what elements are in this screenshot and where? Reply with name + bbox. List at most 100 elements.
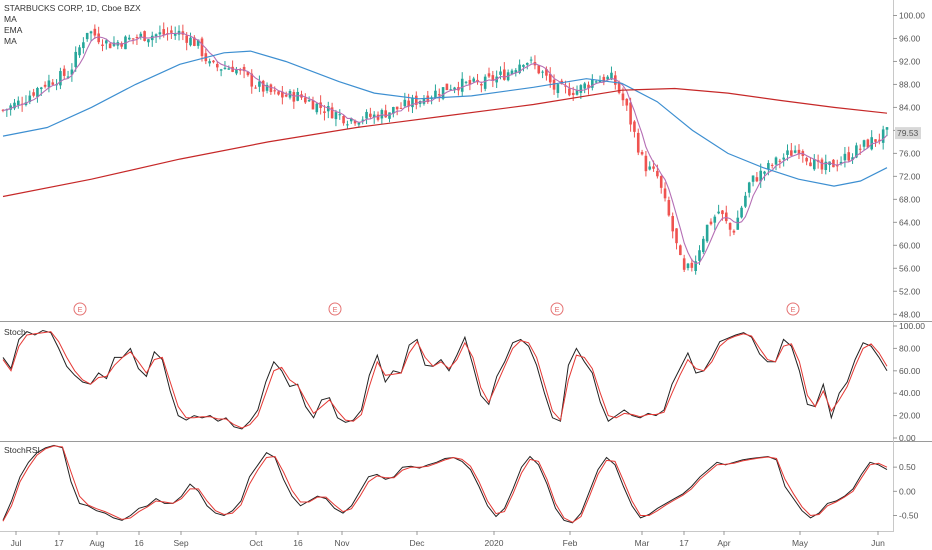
stochrsi-k-line[interactable]: [2, 444, 888, 524]
ema-line[interactable]: [2, 50, 888, 187]
y-tick-label: 84.00: [899, 102, 921, 112]
y-tick-label: 72.00: [899, 171, 921, 181]
earnings-marker[interactable]: E: [328, 302, 342, 316]
candle-body: [744, 195, 747, 207]
candle-body: [767, 163, 770, 170]
stoch-k-line[interactable]: [2, 329, 888, 430]
candle-body: [376, 114, 380, 120]
stoch-d-line[interactable]: [2, 331, 888, 429]
candle-body: [154, 34, 158, 37]
ma-fast-line[interactable]: [2, 32, 888, 265]
candle-body: [17, 100, 20, 106]
stoch-tick-label: 20.00: [899, 411, 921, 421]
candle-body: [602, 76, 606, 83]
candle-body: [127, 37, 131, 40]
earnings-marker[interactable]: E: [786, 302, 800, 316]
candle-body: [399, 107, 403, 109]
candle-body: [70, 69, 74, 75]
candle-body: [874, 139, 877, 142]
candle-body: [120, 43, 123, 47]
stochrsi-d-line[interactable]: [2, 445, 888, 523]
candle-body: [629, 102, 632, 125]
candle-body: [32, 92, 35, 96]
candle-body: [575, 90, 579, 95]
candle-body: [36, 88, 39, 97]
candle-body: [717, 211, 720, 214]
indicator-ma-fast-label[interactable]: MA: [4, 14, 17, 24]
indicator-ma-slow-label[interactable]: MA: [4, 36, 17, 46]
y-tick-label: 60.00: [899, 240, 921, 250]
candle-body: [59, 71, 62, 86]
stoch-tick-label: 60.00: [899, 366, 921, 376]
candle-body: [812, 159, 816, 170]
candle-body: [759, 170, 763, 182]
candle-body: [135, 36, 139, 39]
earnings-marker-label: E: [554, 305, 559, 314]
candle-body: [747, 182, 751, 193]
y-tick-label: 48.00: [899, 309, 921, 319]
x-tick-label: Dec: [409, 538, 425, 548]
candle-body: [843, 153, 847, 161]
candle-body: [522, 64, 525, 67]
candle-body: [847, 152, 851, 161]
candle-body: [610, 72, 613, 80]
candle-body: [656, 170, 659, 177]
candle-body: [709, 221, 713, 225]
candlestick-series[interactable]: [1, 22, 889, 275]
candle-body: [254, 87, 257, 89]
earnings-marker[interactable]: E: [550, 302, 564, 316]
candle-body: [525, 62, 529, 65]
stochrsi-tick-label: 0.00: [899, 486, 916, 496]
candle-body: [862, 140, 866, 147]
candle-body: [835, 165, 839, 167]
candle-body: [579, 85, 583, 93]
candle-body: [690, 262, 694, 268]
stochrsi-tick-label: -0.50: [899, 511, 919, 521]
candle-body: [414, 95, 418, 105]
candle-body: [881, 129, 885, 143]
candle-body: [108, 43, 112, 49]
stoch-pane-label[interactable]: Stoch: [4, 327, 26, 337]
candle-body: [724, 212, 728, 222]
candle-body: [866, 139, 870, 148]
candle-body: [212, 60, 215, 63]
candle-body: [770, 164, 774, 166]
candle-body: [193, 37, 196, 46]
candle-body: [89, 31, 93, 34]
candle-body: [265, 84, 269, 91]
earnings-marker[interactable]: E: [73, 302, 87, 316]
candle-body: [445, 83, 449, 91]
candle-body: [437, 94, 441, 96]
candle-body: [395, 106, 399, 110]
candle-body: [170, 30, 173, 33]
candle-body: [568, 88, 571, 96]
candle-body: [304, 97, 307, 103]
candle-body: [728, 223, 732, 230]
x-tick-label: May: [792, 538, 809, 548]
x-tick-label: Oct: [249, 538, 263, 548]
candle-body: [613, 75, 617, 85]
candle-body: [472, 78, 476, 82]
candle-body: [200, 38, 204, 57]
candle-body: [296, 91, 299, 101]
candle-body: [434, 90, 437, 99]
indicator-ema-label[interactable]: EMA: [4, 25, 23, 35]
candle-body: [196, 39, 200, 46]
candle-body: [885, 127, 889, 130]
candle-body: [633, 121, 636, 132]
y-tick-label: 100.00: [899, 10, 925, 20]
candle-body: [545, 69, 548, 76]
candle-body: [185, 35, 188, 43]
candle-body: [858, 148, 862, 150]
candle-body: [556, 84, 560, 94]
ma-slow-line[interactable]: [2, 87, 888, 198]
y-tick-label: 68.00: [899, 194, 921, 204]
candle-body: [537, 65, 541, 74]
earnings-marker-label: E: [77, 305, 82, 314]
y-tick-label: 88.00: [899, 79, 921, 89]
candle-body: [698, 250, 701, 261]
candle-body: [93, 28, 97, 36]
stochrsi-pane-label[interactable]: StochRSI: [4, 445, 40, 455]
stoch-tick-label: 40.00: [899, 388, 921, 398]
